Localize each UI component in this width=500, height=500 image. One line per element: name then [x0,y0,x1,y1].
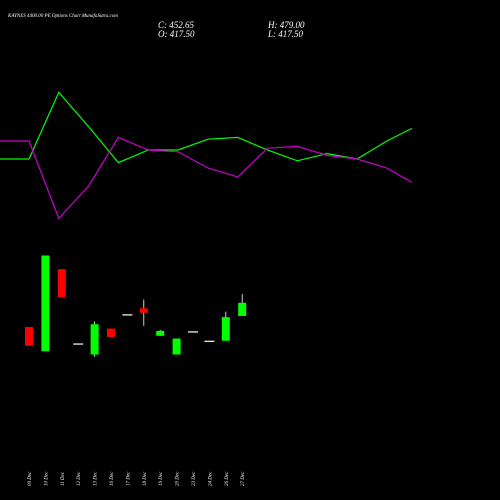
candle-body [188,331,198,333]
date-tick-label: 27 Dec [241,471,246,486]
candle [188,331,198,333]
date-tick-label: 20 Dec [176,471,181,486]
candlestick-series [25,255,247,357]
candle [221,311,230,341]
high-value: H: 479.00 [267,20,305,30]
date-tick-label: 13 Dec [94,471,99,486]
upper-indicator-polyline [0,91,413,164]
candle-body [204,340,215,342]
candle [57,269,66,298]
date-tick-label: 24 Dec [208,471,213,486]
candle [172,338,181,355]
candle-body [107,328,115,337]
candle-body [172,338,181,355]
candle [25,327,33,346]
candle-body [73,343,84,345]
candle [156,329,165,336]
date-axis: 09 Dec 10 Dec 11 Dec 12 Dec 13 Dec 16 Dec 17 D… [28,471,246,486]
close-value: C: 452.65 [158,20,195,30]
candle [73,343,84,345]
chart-title: KAYNES 4400.00 PE Options Chart MunafaSu… [7,14,118,19]
open-value: O: 417.50 [158,29,195,39]
date-tick-label: 23 Dec [192,471,197,486]
candle-body [90,324,99,355]
candle-body [238,302,247,316]
date-tick-label: 16 Dec [110,471,115,486]
date-tick-label: 10 Dec [44,471,49,486]
candle [107,328,115,337]
date-tick-label: 19 Dec [159,471,164,486]
candle [90,321,99,357]
candle-body [122,314,133,316]
candle [41,255,50,352]
date-tick-label: 09 Dec [28,471,33,486]
lower-indicator-line [0,136,413,220]
lower-indicator-polyline [0,136,413,220]
candle [238,294,247,316]
candle-body [25,327,33,346]
candle-body [57,269,66,298]
date-tick-label: 17 Dec [126,471,131,486]
upper-indicator-line [0,91,413,164]
date-tick-label: 12 Dec [77,471,82,486]
candle-body [221,317,230,341]
low-value: L: 417.50 [267,29,304,39]
candle [204,340,215,342]
candle [139,299,148,326]
date-tick-label: 18 Dec [143,471,148,486]
candle-body [41,255,50,352]
date-tick-label: 11 Dec [61,471,66,486]
candle-body [156,330,165,336]
candle-body [139,308,148,313]
candle [122,314,133,316]
date-tick-label: 26 Dec [225,471,230,486]
